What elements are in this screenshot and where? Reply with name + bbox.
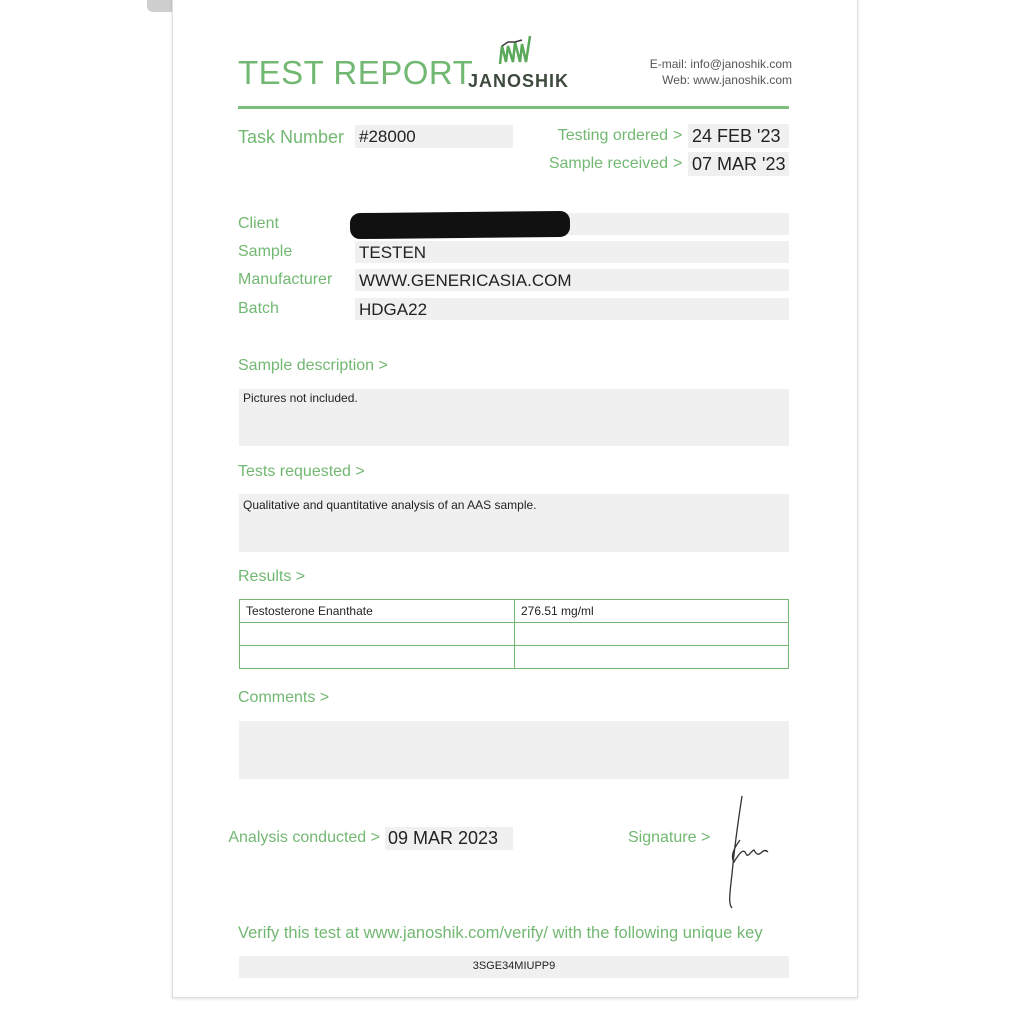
arrow: > xyxy=(673,127,683,144)
analysis-conducted-label: Analysis conducted > xyxy=(228,829,380,846)
contact-email: E-mail: info@janoshik.com xyxy=(649,57,792,71)
amount-cell: 276.51 mg/ml xyxy=(514,599,789,623)
testing-ordered-value: 24 FEB '23 xyxy=(692,126,781,146)
testing-ordered-label: Testing ordered xyxy=(557,127,668,144)
results-label: Results > xyxy=(238,568,306,585)
task-number-label: Task Number xyxy=(238,127,345,147)
sample-description-text: Pictures not included. xyxy=(243,391,358,405)
client-label: Client xyxy=(238,215,279,232)
sample-received-value: 07 MAR '23 xyxy=(692,154,786,174)
sample-received-label: Sample received xyxy=(548,155,668,172)
sample-value: TESTEN xyxy=(359,243,427,262)
compound-cell xyxy=(239,622,515,646)
task-number-value: #28000 xyxy=(359,127,416,146)
table-row xyxy=(239,622,789,646)
results-table: Testosterone Enanthate 276.51 mg/ml xyxy=(239,599,789,669)
analysis-conducted-value: 09 MAR 2023 xyxy=(388,828,499,848)
tests-requested-label: Tests requested > xyxy=(238,463,365,480)
logo-chart-icon xyxy=(498,35,532,65)
signature-image xyxy=(729,795,769,909)
redaction-mark xyxy=(349,210,571,240)
manufacturer-value: WWW.GENERICASIA.COM xyxy=(359,271,572,290)
comments-box xyxy=(239,721,789,779)
signature-label: Signature > xyxy=(628,829,711,846)
contact-web: Web: www.janoshik.com xyxy=(662,73,792,87)
logo: JANOSHIK xyxy=(468,32,570,92)
verify-key: 3SGE34MIUPP9 xyxy=(472,960,556,972)
compound-cell xyxy=(239,645,515,669)
batch-label: Batch xyxy=(238,300,279,317)
amount-cell xyxy=(514,645,789,669)
page-title: TEST REPORT xyxy=(238,54,474,91)
compound-cell: Testosterone Enanthate xyxy=(239,599,515,623)
arrow: > xyxy=(673,155,683,172)
sample-label: Sample xyxy=(238,243,293,260)
logo-text: JANOSHIK xyxy=(468,71,570,91)
verify-text: Verify this test at www.janoshik.com/ver… xyxy=(238,924,763,942)
tests-requested-text: Qualitative and quantitative analysis of… xyxy=(243,498,537,512)
amount-cell xyxy=(514,622,789,646)
header-divider xyxy=(238,106,789,109)
batch-value: HDGA22 xyxy=(359,300,428,319)
sample-description-label: Sample description > xyxy=(238,357,388,374)
comments-label: Comments > xyxy=(238,689,330,706)
table-row: Testosterone Enanthate 276.51 mg/ml xyxy=(239,599,789,623)
manufacturer-label: Manufacturer xyxy=(238,271,333,288)
table-row xyxy=(239,645,789,669)
